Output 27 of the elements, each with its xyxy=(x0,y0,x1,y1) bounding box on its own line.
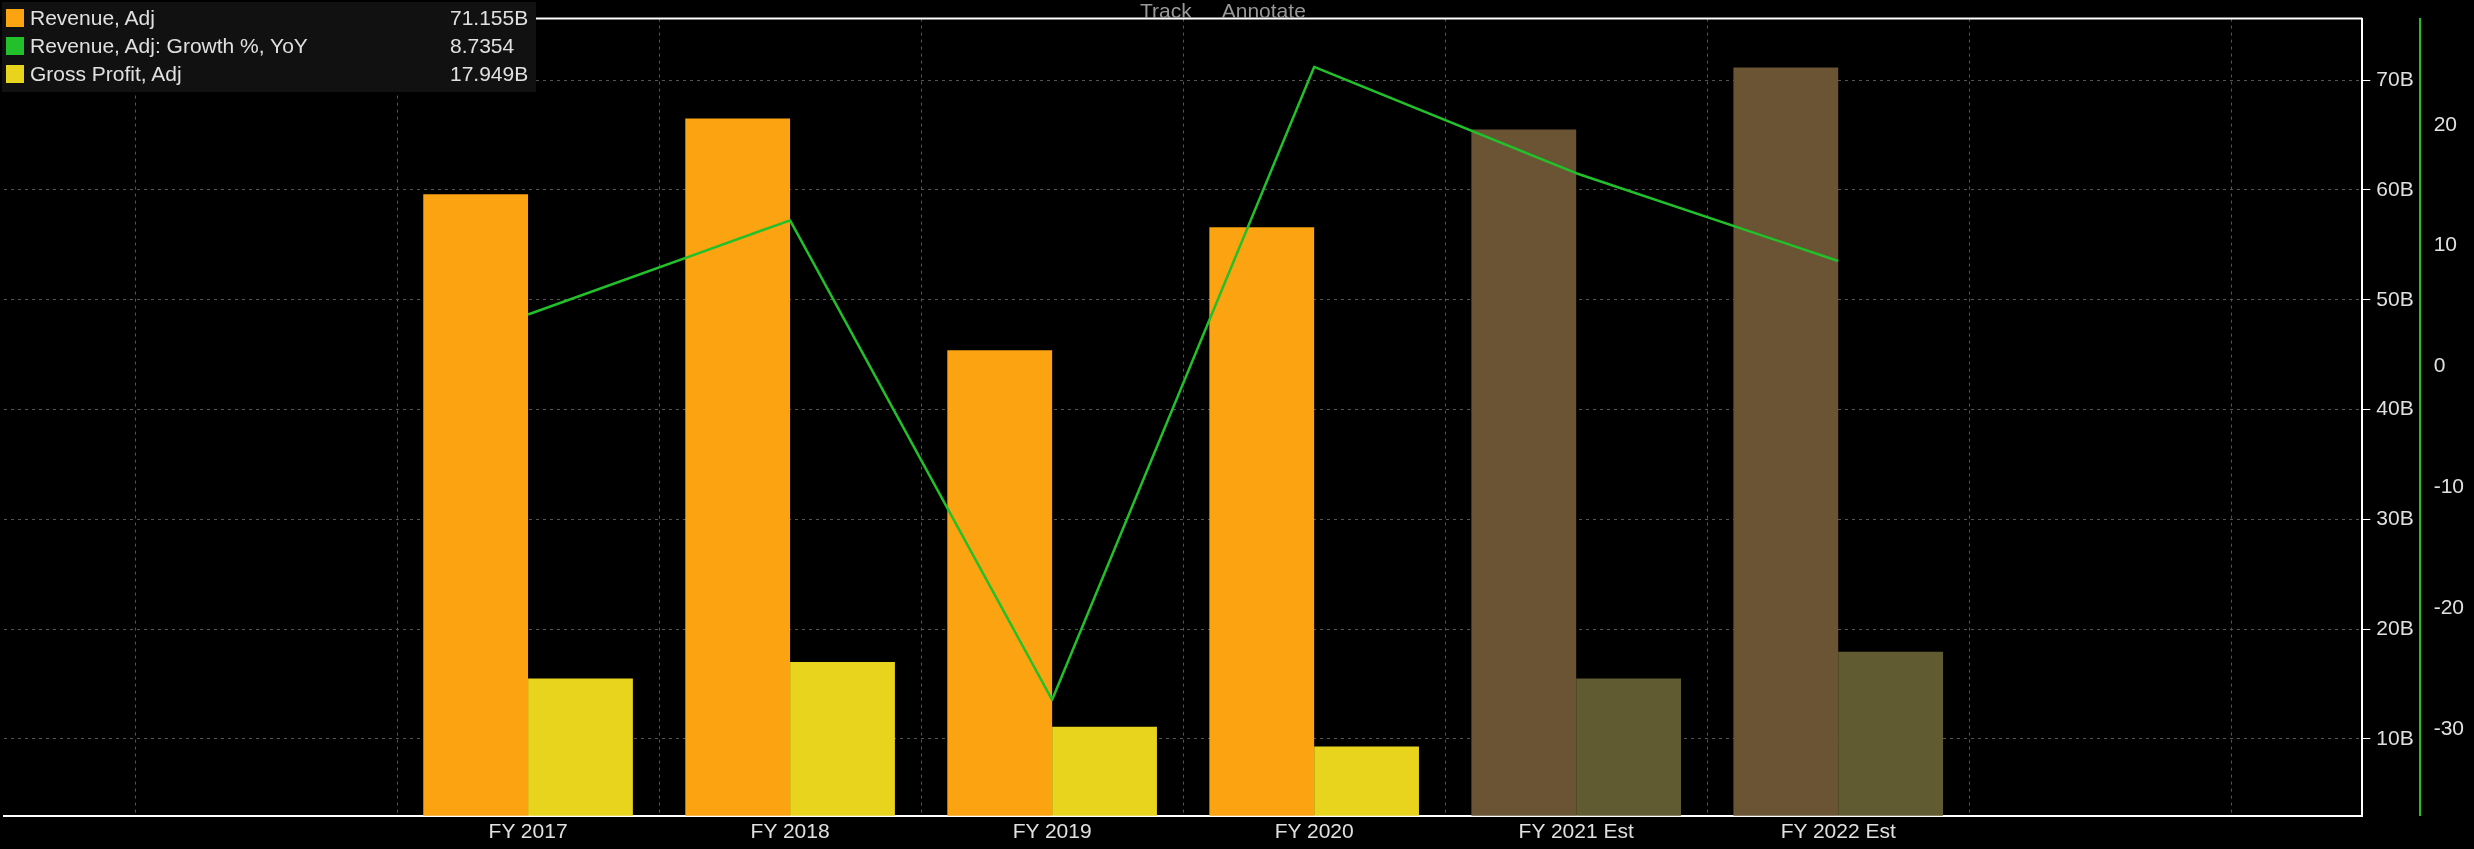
y2-tick-label: -10 xyxy=(2433,474,2465,498)
y-tick-label: 30B xyxy=(2376,506,2414,530)
y-tick-label: 20B xyxy=(2376,615,2414,639)
x-tick-label: FY 2020 xyxy=(1274,819,1354,843)
y2-tick-label: -30 xyxy=(2433,715,2465,739)
x-tick-label: FY 2017 xyxy=(488,819,568,843)
x-tick-label: FY 2022 Est xyxy=(1780,819,1896,843)
annotation: Track xyxy=(1140,0,1192,22)
x-tick-label: FY 2019 xyxy=(1012,819,1092,843)
y-tick-label: 10B xyxy=(2376,725,2414,749)
legend-label: Revenue, Adj: Growth %, YoY xyxy=(30,34,309,58)
x-tick-label: FY 2018 xyxy=(750,819,830,843)
legend-label: Gross Profit, Adj xyxy=(30,62,183,86)
y2-tick-label: -20 xyxy=(2433,594,2465,618)
legend-label: Revenue, Adj xyxy=(30,6,156,30)
y2-tick-label: 20 xyxy=(2433,111,2458,135)
annotation: 17.949B xyxy=(450,62,529,86)
y2-tick-label: 0 xyxy=(2433,353,2446,377)
y-tick-label: 70B xyxy=(2376,66,2414,90)
y-tick-label: 60B xyxy=(2376,176,2414,200)
y2-tick-label: 10 xyxy=(2433,232,2458,256)
y-tick-label: 50B xyxy=(2376,286,2414,310)
y-tick-label: 40B xyxy=(2376,396,2414,420)
annotation: 71.155B xyxy=(450,6,529,30)
annotation: 8.7354 xyxy=(450,34,515,58)
annotation: Annotate xyxy=(1221,0,1306,22)
x-tick-label: FY 2021 Est xyxy=(1518,819,1634,843)
